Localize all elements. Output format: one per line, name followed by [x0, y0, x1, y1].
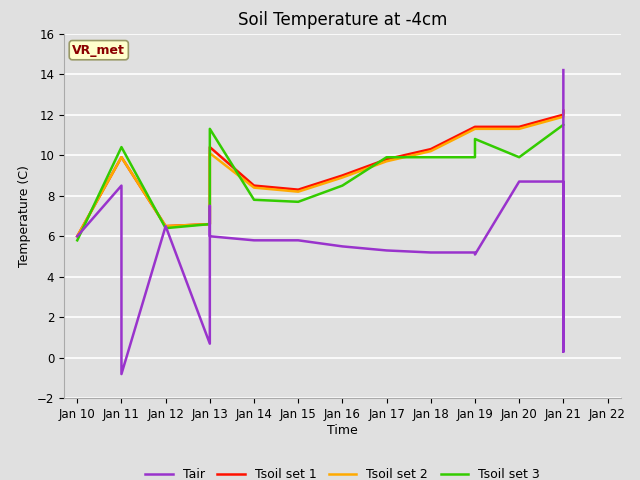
Tair: [206, 341, 214, 347]
Tsoil set 3: [559, 122, 567, 128]
Tair: [118, 183, 125, 189]
Tair: [294, 238, 302, 243]
Tair: [339, 243, 346, 249]
Tsoil set 2: [383, 158, 390, 164]
Line: Tair: Tair: [77, 70, 563, 374]
Tair: [559, 67, 567, 73]
Tsoil set 3: [162, 225, 170, 231]
Tsoil set 2: [250, 185, 258, 191]
Tsoil set 3: [250, 197, 258, 203]
Tair: [206, 233, 214, 239]
Tsoil set 1: [515, 124, 523, 130]
Tsoil set 2: [74, 233, 81, 239]
Tsoil set 1: [206, 221, 214, 227]
Tsoil set 1: [162, 223, 170, 229]
Y-axis label: Temperature (C): Temperature (C): [19, 165, 31, 267]
Tsoil set 2: [515, 126, 523, 132]
Tsoil set 1: [339, 173, 346, 179]
Tair: [162, 223, 170, 229]
Title: Soil Temperature at -4cm: Soil Temperature at -4cm: [237, 11, 447, 29]
Tsoil set 2: [559, 112, 567, 118]
Tsoil set 1: [383, 156, 390, 162]
Tsoil set 1: [427, 146, 435, 152]
Tair: [471, 252, 479, 257]
Tsoil set 1: [118, 155, 125, 160]
Tsoil set 3: [515, 155, 523, 160]
Tsoil set 3: [471, 155, 479, 160]
Tsoil set 1: [471, 124, 479, 130]
Tsoil set 1: [559, 108, 567, 113]
Tsoil set 2: [206, 150, 214, 156]
Tsoil set 1: [206, 144, 214, 150]
Tsoil set 1: [294, 187, 302, 192]
Tsoil set 3: [471, 136, 479, 142]
Line: Tsoil set 2: Tsoil set 2: [77, 115, 563, 236]
Tair: [559, 179, 567, 184]
Text: VR_met: VR_met: [72, 44, 125, 57]
Tsoil set 3: [559, 122, 567, 128]
Tsoil set 2: [559, 114, 567, 120]
Line: Tsoil set 3: Tsoil set 3: [77, 125, 563, 240]
Tsoil set 3: [383, 155, 390, 160]
Tsoil set 2: [206, 221, 214, 227]
Tair: [559, 349, 567, 355]
Tsoil set 2: [339, 175, 346, 180]
Tsoil set 3: [427, 155, 435, 160]
Tsoil set 3: [118, 144, 125, 150]
Tair: [383, 248, 390, 253]
Tair: [471, 250, 479, 255]
Tsoil set 2: [162, 223, 170, 229]
X-axis label: Time: Time: [327, 424, 358, 437]
Tsoil set 2: [471, 126, 479, 132]
Tsoil set 2: [427, 148, 435, 154]
Line: Tsoil set 1: Tsoil set 1: [77, 110, 563, 236]
Tair: [515, 179, 523, 184]
Tsoil set 1: [559, 112, 567, 118]
Tsoil set 3: [294, 199, 302, 204]
Tsoil set 3: [74, 238, 81, 243]
Tair: [250, 238, 258, 243]
Tair: [427, 250, 435, 255]
Tair: [206, 203, 214, 209]
Tsoil set 3: [206, 221, 214, 227]
Tair: [118, 371, 125, 377]
Tsoil set 1: [250, 183, 258, 189]
Tair: [74, 233, 81, 239]
Tsoil set 3: [339, 183, 346, 189]
Legend: Tair, Tsoil set 1, Tsoil set 2, Tsoil set 3: Tair, Tsoil set 1, Tsoil set 2, Tsoil se…: [140, 463, 545, 480]
Tsoil set 3: [206, 126, 214, 132]
Tsoil set 1: [74, 233, 81, 239]
Tsoil set 2: [118, 155, 125, 160]
Tsoil set 2: [294, 189, 302, 194]
